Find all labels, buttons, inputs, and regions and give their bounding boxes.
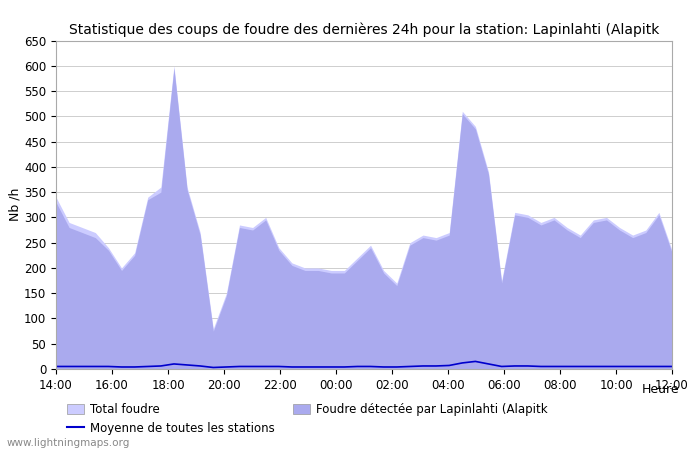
Text: www.lightningmaps.org: www.lightningmaps.org <box>7 438 130 448</box>
Legend: Total foudre, Moyenne de toutes les stations, Foudre détectée par Lapinlahti (Al: Total foudre, Moyenne de toutes les stat… <box>62 398 553 440</box>
Title: Statistique des coups de foudre des dernières 24h pour la station: Lapinlahti (A: Statistique des coups de foudre des dern… <box>69 22 659 36</box>
Y-axis label: Nb /h: Nb /h <box>8 188 21 221</box>
Text: Heure: Heure <box>641 383 679 396</box>
